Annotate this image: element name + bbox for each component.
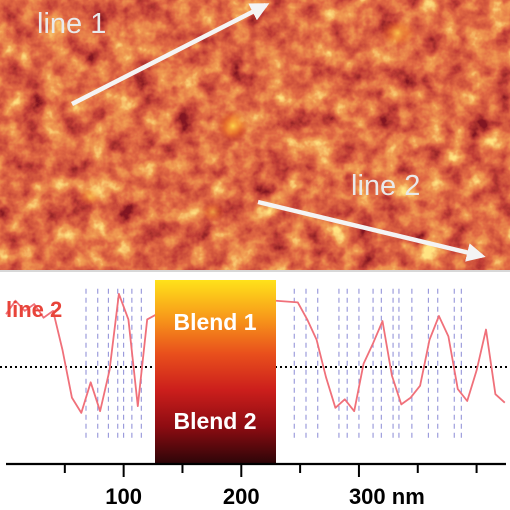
x-tick-label: 100 bbox=[105, 484, 142, 509]
x-ticks bbox=[63, 464, 478, 477]
marker-lines bbox=[85, 288, 462, 439]
series-label: line 2 bbox=[6, 297, 62, 322]
line-2-series bbox=[5, 293, 506, 414]
bright-feature bbox=[217, 110, 249, 142]
x-tick-label: 200 bbox=[223, 484, 260, 509]
arrow-line-1 bbox=[70, 2, 270, 107]
arrow-1-label: line 1 bbox=[37, 8, 106, 40]
afm-texture bbox=[0, 0, 510, 272]
arrow-line-2 bbox=[257, 199, 486, 262]
bright-feature bbox=[380, 19, 416, 47]
x-tick-labels: 100 200 300 nm bbox=[105, 484, 424, 509]
colorbar-top-label: Blend 1 bbox=[173, 309, 256, 335]
afm-image: line 1 line 2 bbox=[0, 0, 510, 272]
bright-feature bbox=[78, 186, 102, 206]
arrow-2-label: line 2 bbox=[351, 170, 420, 202]
x-tick-label: 300 nm bbox=[349, 484, 425, 509]
colorbar-gradient bbox=[155, 280, 276, 463]
profile-chart: Blend 1 Blend 2 line 2 100 200 300 nm bbox=[0, 280, 510, 509]
colorbar: Blend 1 Blend 2 bbox=[155, 280, 276, 463]
bright-feature bbox=[201, 202, 225, 222]
colorbar-bottom-label: Blend 2 bbox=[173, 408, 256, 434]
